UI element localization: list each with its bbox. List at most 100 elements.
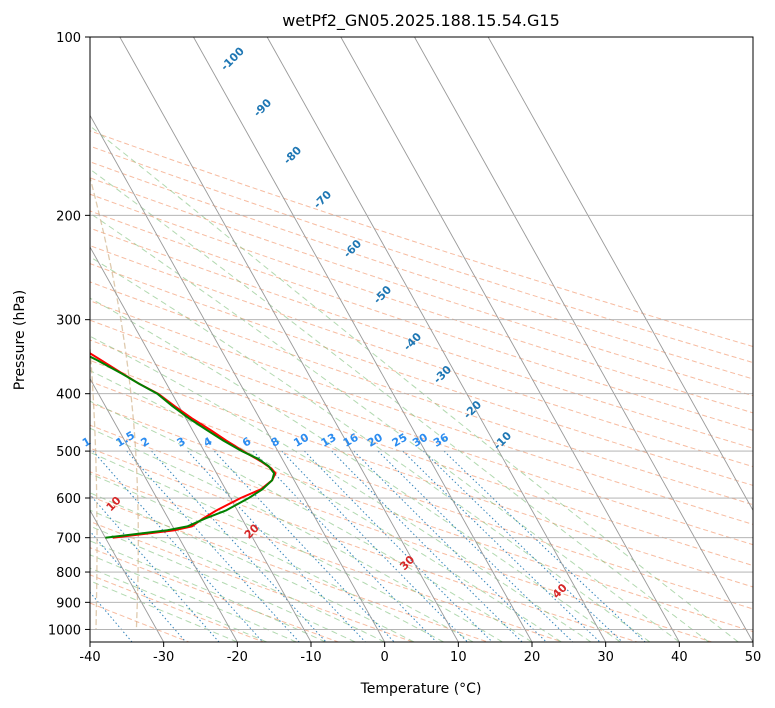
chart-title: wetPf2_GN05.2025.188.15.54.G15 bbox=[282, 11, 560, 31]
dry-adiabat bbox=[90, 281, 753, 506]
moist-adiabat bbox=[90, 473, 444, 642]
mixing-ratio-label: 8 bbox=[269, 435, 282, 450]
dry-adiabat bbox=[90, 210, 753, 431]
x-tick-label: -10 bbox=[300, 650, 321, 665]
dry-adiabat-label: -20 bbox=[461, 398, 484, 421]
moist-adiabat bbox=[90, 297, 621, 642]
x-tick-label: -40 bbox=[79, 650, 100, 665]
mixing-ratio-label: 10 bbox=[291, 431, 311, 450]
temperature-line bbox=[90, 352, 277, 539]
y-tick-label: 700 bbox=[56, 532, 81, 547]
isotherm bbox=[487, 37, 753, 512]
dry-adiabat-label: -100 bbox=[218, 44, 247, 73]
y-tick-label: 300 bbox=[56, 314, 81, 329]
moist-adiabat bbox=[90, 451, 474, 642]
dry-adiabat-label: -10 bbox=[491, 429, 514, 452]
mixing-ratio-line bbox=[422, 450, 623, 642]
dry-adiabat-label: -40 bbox=[401, 330, 424, 353]
dry-adiabat-label: 40 bbox=[550, 581, 570, 601]
dry-adiabat bbox=[90, 300, 753, 525]
y-axis: 100 200 300 400 500 600 700 800 900 1000 bbox=[48, 31, 90, 638]
moist-adiabat bbox=[90, 580, 238, 642]
x-tick-label: 50 bbox=[745, 650, 762, 665]
mixing-ratio-line bbox=[281, 450, 468, 642]
moist-adiabat bbox=[90, 370, 562, 642]
dry-adiabat-label: -90 bbox=[251, 96, 274, 119]
dewpoint-line bbox=[90, 355, 276, 539]
y-tick-label: 900 bbox=[56, 596, 81, 611]
isotherm bbox=[193, 37, 533, 642]
x-tick-label: 10 bbox=[450, 650, 467, 665]
background-lines bbox=[90, 125, 753, 642]
dry-adiabat bbox=[90, 471, 563, 642]
isotherm bbox=[90, 377, 238, 642]
moist-adiabat bbox=[90, 567, 267, 642]
moist-adiabat bbox=[90, 168, 710, 642]
x-tick-label: 20 bbox=[524, 650, 541, 665]
dry-adiabat bbox=[90, 161, 753, 380]
moist-adiabat bbox=[90, 509, 385, 642]
y-axis-label: Pressure (hPa) bbox=[12, 290, 28, 390]
dry-adiabat bbox=[90, 145, 753, 364]
y-tick-label: 600 bbox=[56, 492, 81, 507]
moist-adiabat bbox=[90, 525, 356, 642]
moist-adiabat bbox=[90, 540, 326, 642]
moist-adiabat bbox=[90, 492, 415, 642]
dry-adiabat bbox=[90, 193, 753, 414]
mixing-ratio-label: 25 bbox=[390, 431, 410, 450]
x-tick-label: 0 bbox=[381, 650, 389, 665]
isotherm bbox=[340, 37, 680, 642]
dry-adiabat bbox=[90, 263, 753, 486]
mixing-ratio-line bbox=[187, 450, 366, 642]
dry-adiabat-label: 30 bbox=[397, 553, 417, 573]
mixing-ratio-line bbox=[90, 493, 220, 642]
mixing-ratio-label: 6 bbox=[240, 434, 253, 449]
mixing-ratio-label: 20 bbox=[365, 431, 385, 450]
x-axis: -40 -30 -20 -10 0 10 20 30 40 50 bbox=[79, 642, 761, 665]
dry-adiabat-label: -60 bbox=[341, 237, 364, 260]
mixing-ratio-label: 30 bbox=[410, 431, 430, 450]
dry-adiabat bbox=[90, 177, 753, 397]
mixing-ratio-label: 1.5 bbox=[114, 429, 137, 450]
dry-adiabat-label: -50 bbox=[371, 283, 394, 306]
mixing-ratio-line bbox=[304, 450, 493, 642]
x-tick-label: -20 bbox=[227, 650, 248, 665]
mixing-ratio-line bbox=[92, 450, 264, 642]
mixing-ratio-label: 16 bbox=[341, 431, 361, 450]
mixing-ratio-label: 13 bbox=[319, 431, 339, 450]
mixing-ratio-line bbox=[331, 450, 523, 642]
dry-adiabat bbox=[90, 547, 339, 642]
dry-adiabat bbox=[90, 447, 638, 642]
dry-adiabat bbox=[90, 227, 753, 449]
moist-adiabat bbox=[90, 125, 739, 642]
dry-adiabat bbox=[90, 380, 753, 610]
guide-curve bbox=[90, 338, 98, 630]
mixing-ratio-label: 4 bbox=[201, 434, 214, 449]
isotherm bbox=[90, 246, 312, 642]
isotherm bbox=[90, 114, 386, 642]
dry-adiabat-label: 10 bbox=[104, 494, 124, 514]
dry-adiabat bbox=[90, 424, 712, 642]
y-tick-label: 100 bbox=[56, 31, 81, 46]
moist-adiabat bbox=[90, 256, 651, 642]
mixing-ratio-label: 3 bbox=[175, 435, 188, 450]
moist-adiabat bbox=[90, 554, 297, 642]
mixing-ratio-line bbox=[377, 450, 574, 642]
dry-adiabat bbox=[90, 359, 753, 588]
isotherm bbox=[414, 37, 753, 642]
mixing-ratio-line bbox=[126, 450, 300, 642]
dry-adiabat bbox=[90, 130, 753, 348]
y-tick-label: 500 bbox=[56, 445, 81, 460]
moist-adiabat bbox=[90, 335, 592, 642]
dry-adiabat bbox=[90, 602, 189, 642]
y-tick-label: 200 bbox=[56, 209, 81, 224]
dry-adiabat-label: -70 bbox=[311, 188, 334, 211]
isotherm bbox=[266, 37, 607, 642]
mixing-ratio-line bbox=[402, 450, 601, 642]
dry-adiabat-label: -80 bbox=[281, 144, 304, 167]
y-tick-label: 1000 bbox=[48, 623, 81, 638]
moist-adiabat bbox=[90, 427, 503, 642]
y-tick-label: 800 bbox=[56, 566, 81, 581]
